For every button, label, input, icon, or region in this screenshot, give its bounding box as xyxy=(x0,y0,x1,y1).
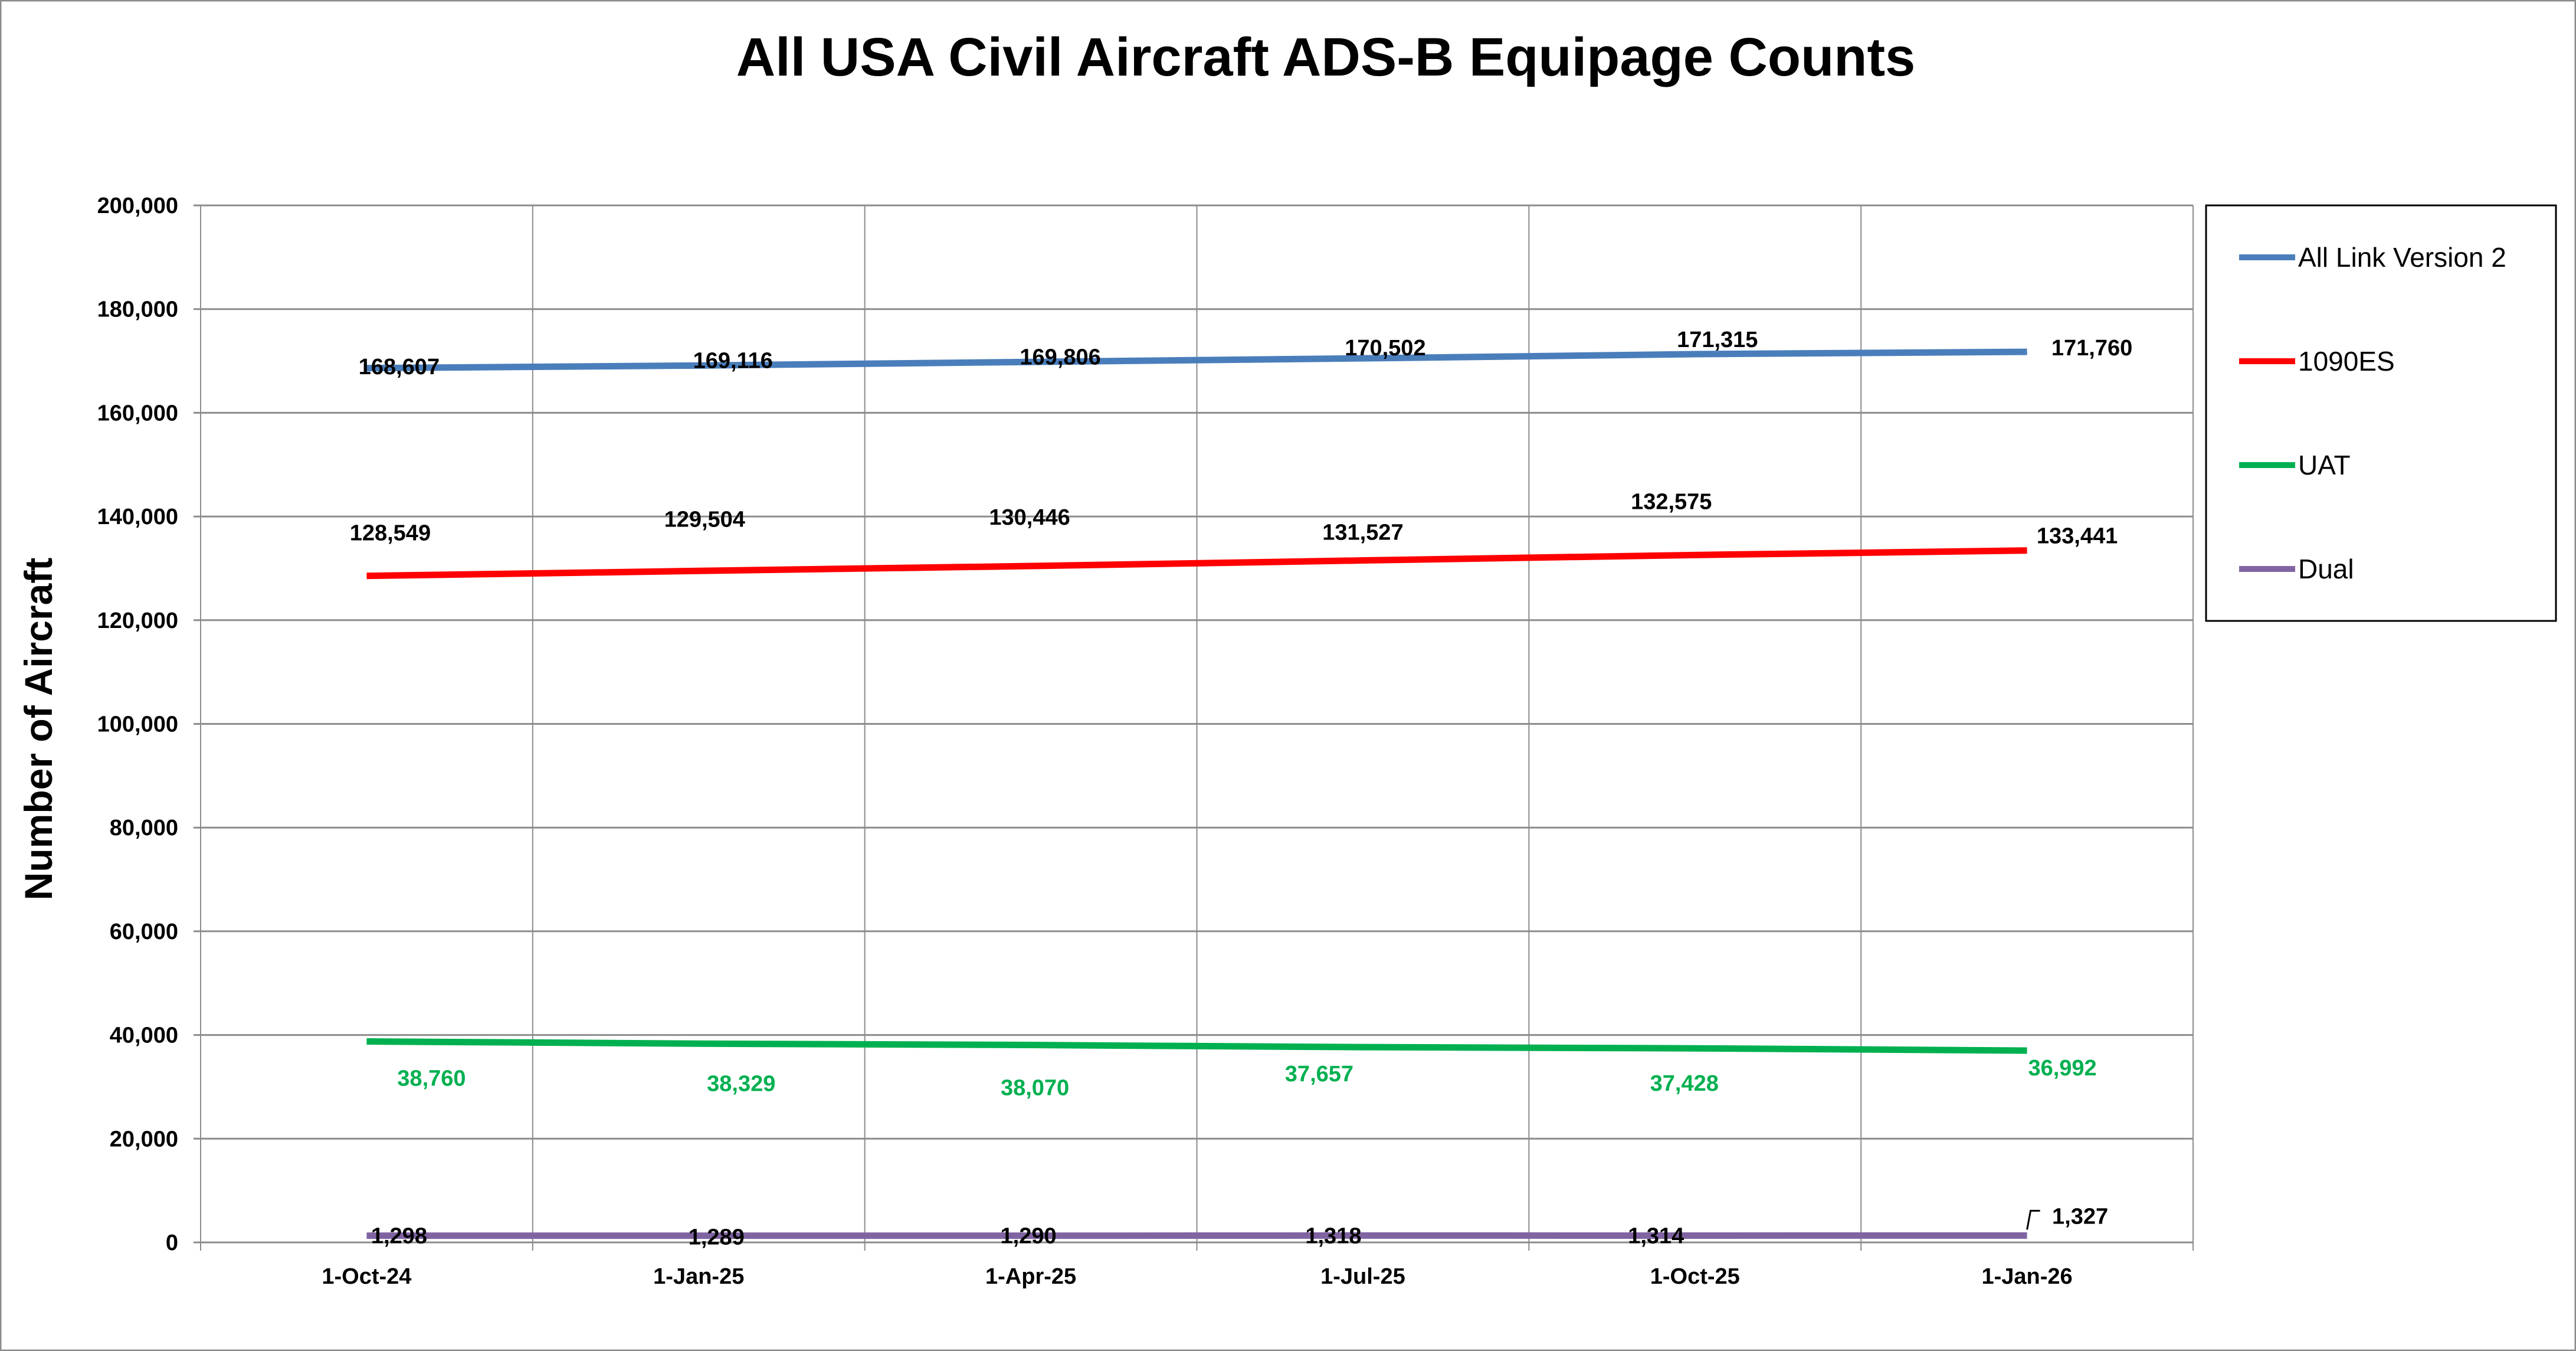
data-label: 38,070 xyxy=(1001,1076,1069,1101)
y-tick-label: 200,000 xyxy=(97,194,178,218)
data-label: 169,116 xyxy=(693,348,773,373)
y-tick-label: 0 xyxy=(166,1231,178,1255)
data-labels: 168,607 169,116 169,806 170,502 171,315 171,7… xyxy=(350,328,2133,1250)
x-tick-label: 1-Oct-25 xyxy=(1650,1264,1740,1289)
data-label: 1,314 xyxy=(1628,1224,1684,1248)
data-label: 37,657 xyxy=(1285,1062,1353,1087)
data-label: 170,502 xyxy=(1345,336,1425,361)
leader-line xyxy=(2026,1209,2040,1230)
data-label: 1,290 xyxy=(1001,1224,1057,1249)
data-label: 168,607 xyxy=(359,355,440,380)
y-tick-label: 40,000 xyxy=(110,1023,178,1048)
y-tick-label: 60,000 xyxy=(110,920,178,944)
legend-entry: UAT xyxy=(2298,450,2351,480)
y-tick-label: 140,000 xyxy=(97,505,178,529)
data-label: 1,298 xyxy=(371,1224,427,1249)
series-line-0 xyxy=(366,348,2027,372)
data-label: 128,549 xyxy=(350,521,431,546)
data-label: 171,760 xyxy=(2051,336,2132,361)
data-label: 130,446 xyxy=(989,505,1070,530)
x-tick-label: 1-Apr-25 xyxy=(985,1264,1076,1289)
legend-entry: 1090ES xyxy=(2298,346,2395,377)
y-tick-label: 20,000 xyxy=(110,1127,178,1152)
legend-entry: Dual xyxy=(2298,554,2354,584)
legend-box xyxy=(2205,204,2557,622)
data-label: 133,441 xyxy=(2037,524,2118,549)
data-label: 171,315 xyxy=(1677,328,1758,352)
legend: All Link Version 2 1090ES UAT Dual xyxy=(2205,204,2557,622)
data-label: 38,760 xyxy=(397,1066,466,1091)
data-label: 38,329 xyxy=(707,1071,775,1096)
y-axis-label: Number of Aircraft xyxy=(17,558,60,901)
y-tick-label: 100,000 xyxy=(97,712,178,737)
x-tick-label: 1-Jan-25 xyxy=(653,1264,744,1289)
y-tick-label: 180,000 xyxy=(97,297,178,322)
series-line-2 xyxy=(366,1038,2027,1054)
y-tick-label: 80,000 xyxy=(110,816,178,840)
legend-entry: All Link Version 2 xyxy=(2298,242,2506,273)
axis-ticks: 0 20,000 40,000 60,000 80,000 100,000 120,000 1… xyxy=(97,194,2073,1289)
data-label: 1,318 xyxy=(1305,1224,1361,1248)
chart-title: All USA Civil Aircraft ADS-B Equipage Co… xyxy=(736,27,1916,87)
data-label: 132,575 xyxy=(1631,489,1712,514)
data-label: 1,289 xyxy=(689,1225,745,1250)
data-label: 169,806 xyxy=(1020,345,1100,369)
gridlines xyxy=(194,204,2194,1251)
x-tick-label: 1-Jul-25 xyxy=(1320,1264,1405,1289)
y-tick-label: 160,000 xyxy=(97,401,178,426)
data-label: 131,527 xyxy=(1322,521,1403,545)
data-label: 36,992 xyxy=(2028,1056,2096,1081)
series-line-1 xyxy=(366,547,2027,580)
x-tick-label: 1-Oct-24 xyxy=(322,1264,411,1289)
data-label: 1,327 xyxy=(2052,1204,2108,1229)
series-lines xyxy=(366,348,2027,1239)
data-label: 37,428 xyxy=(1650,1071,1719,1096)
data-label: 129,504 xyxy=(664,507,745,532)
y-tick-label: 120,000 xyxy=(97,609,178,633)
x-tick-label: 1-Jan-26 xyxy=(1981,1264,2072,1289)
